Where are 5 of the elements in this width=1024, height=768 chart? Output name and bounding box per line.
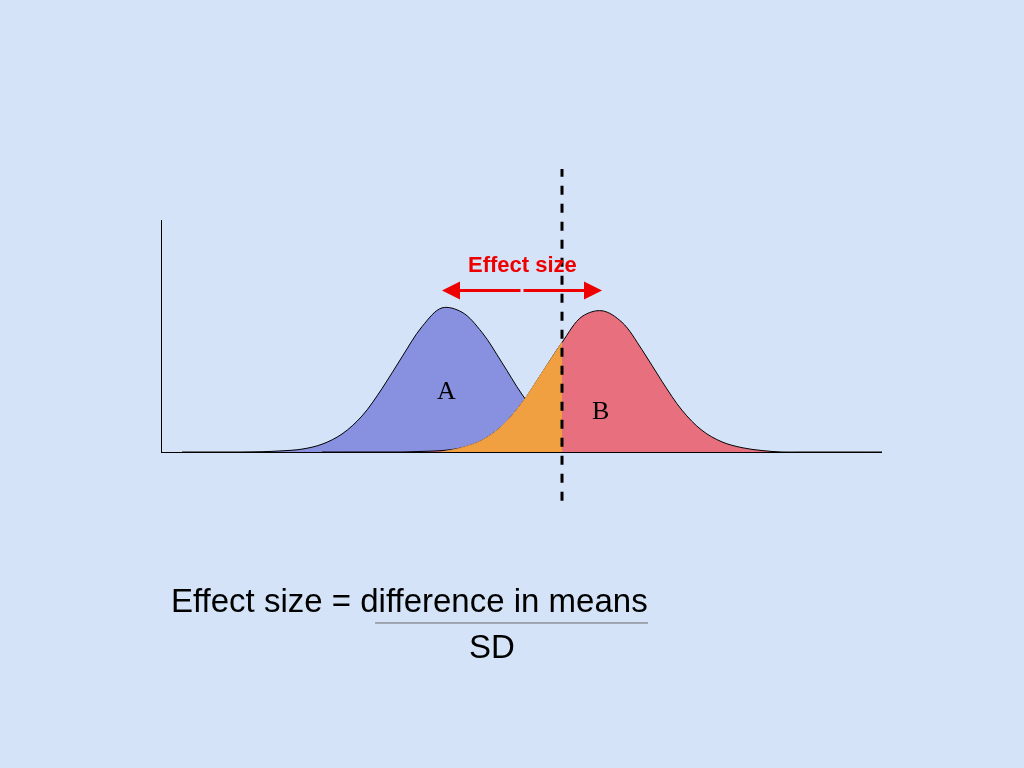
text: SD <box>469 628 515 665</box>
annotation: B <box>592 396 610 425</box>
annotation: A <box>437 376 456 405</box>
text: Effect size = difference in means <box>171 582 648 619</box>
text: Effect size <box>468 252 577 277</box>
